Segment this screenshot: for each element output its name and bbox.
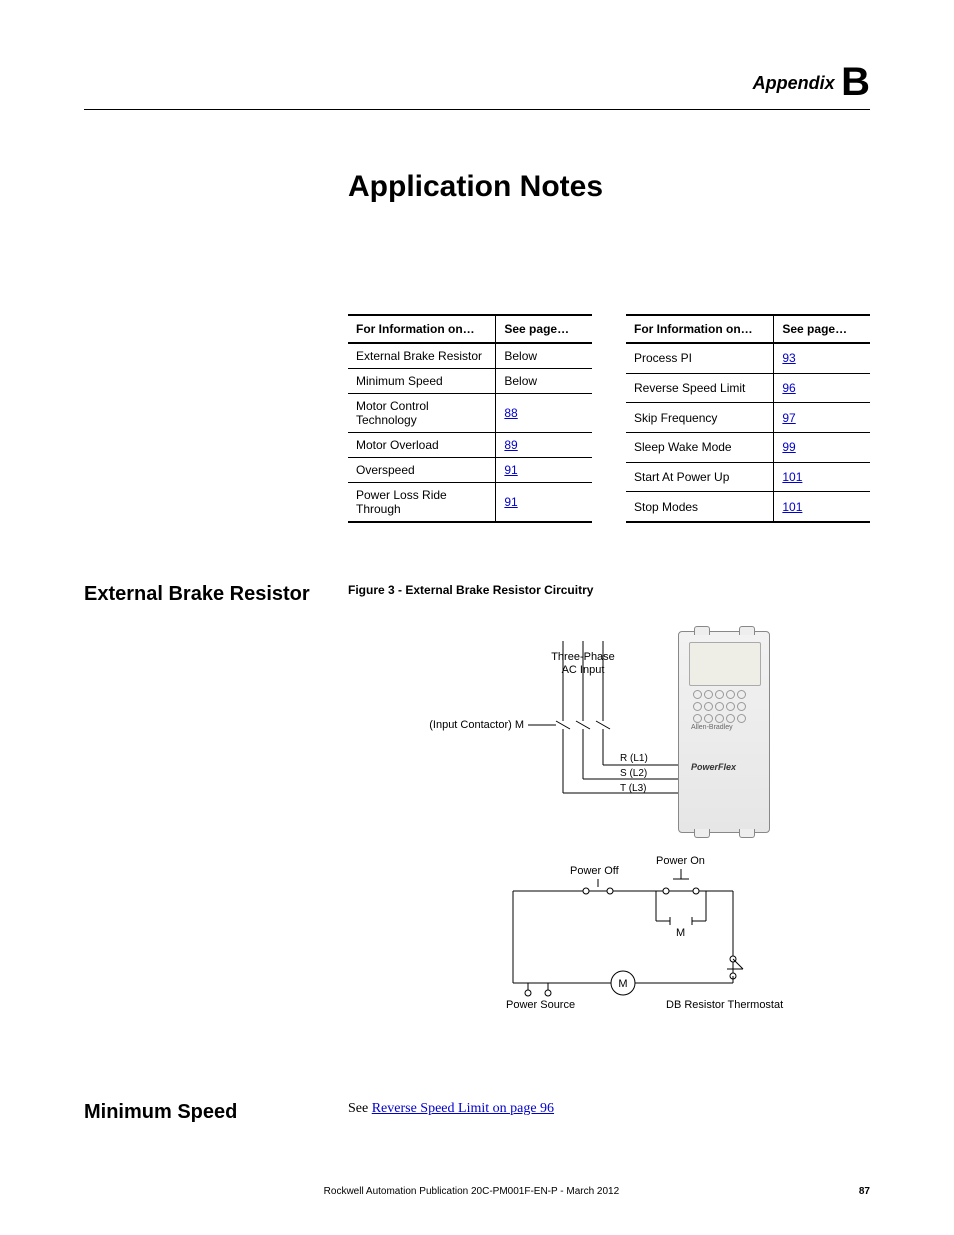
page-cell: Below	[496, 369, 592, 394]
page-cell: 89	[496, 433, 592, 458]
col-topic: For Information on…	[348, 315, 496, 343]
topic-cell: Start At Power Up	[626, 462, 774, 492]
table-row: Motor Control Technology 88	[348, 394, 592, 433]
page-cell: 101	[774, 462, 870, 492]
section-minimum-speed: Minimum Speed See Reverse Speed Limit on…	[84, 1101, 870, 1124]
page-cell: 88	[496, 394, 592, 433]
page-link[interactable]: 96	[782, 381, 795, 395]
figure-caption: Figure 3 - External Brake Resistor Circu…	[348, 583, 870, 597]
table-row: Process PI 93	[626, 343, 870, 373]
page-cell: 93	[774, 343, 870, 373]
power-source-label: Power Source	[506, 999, 575, 1012]
page-link[interactable]: 93	[782, 351, 795, 365]
topic-cell: Reverse Speed Limit	[626, 373, 774, 403]
page-cell: 101	[774, 492, 870, 522]
index-table-right: For Information on… See page… Process PI…	[626, 314, 870, 523]
topic-cell: Stop Modes	[626, 492, 774, 522]
appendix-header: Appendix B	[84, 60, 870, 110]
topic-cell: Motor Overload	[348, 433, 496, 458]
topic-cell: Sleep Wake Mode	[626, 432, 774, 462]
section-heading: Minimum Speed	[84, 1101, 348, 1124]
topic-cell: Skip Frequency	[626, 403, 774, 433]
section-body: See Reverse Speed Limit on page 96	[348, 1101, 870, 1117]
phase-t-label: T (L3)	[620, 783, 647, 794]
col-topic: For Information on…	[626, 315, 774, 343]
contactor-label: (Input Contactor) M	[418, 719, 524, 732]
m-aux-label: M	[676, 927, 685, 940]
topic-cell: External Brake Resistor	[348, 343, 496, 369]
topic-cell: Process PI	[626, 343, 774, 373]
index-tables: For Information on… See page… External B…	[348, 314, 870, 523]
table-row: Skip Frequency 97	[626, 403, 870, 433]
page-cell: 91	[496, 458, 592, 483]
section-heading: External Brake Resistor	[84, 583, 348, 606]
page-cell: 99	[774, 432, 870, 462]
page-link[interactable]: 97	[782, 411, 795, 425]
page-link[interactable]: 88	[504, 406, 517, 420]
three-phase-label: Three-PhaseAC Input	[538, 651, 628, 676]
phase-s-label: S (L2)	[620, 768, 647, 779]
topic-cell: Power Loss Ride Through	[348, 483, 496, 523]
reverse-speed-link[interactable]: Reverse Speed Limit on page 96	[372, 1101, 554, 1116]
page-link[interactable]: 101	[782, 500, 802, 514]
page-number: 87	[859, 1186, 870, 1197]
appendix-word: Appendix	[753, 73, 835, 93]
table-row: Sleep Wake Mode 99	[626, 432, 870, 462]
index-table-left: For Information on… See page… External B…	[348, 314, 592, 523]
power-on-label: Power On	[656, 855, 705, 868]
publication-id: Rockwell Automation Publication 20C-PM00…	[84, 1186, 859, 1197]
page-link[interactable]: 99	[782, 440, 795, 454]
page-cell: 91	[496, 483, 592, 523]
page-cell: 97	[774, 403, 870, 433]
col-page: See page…	[774, 315, 870, 343]
page-footer: Rockwell Automation Publication 20C-PM00…	[84, 1186, 870, 1197]
table-row: Power Loss Ride Through 91	[348, 483, 592, 523]
topic-cell: Overspeed	[348, 458, 496, 483]
table-row: External Brake ResistorBelow	[348, 343, 592, 369]
page-link[interactable]: 91	[504, 495, 517, 509]
phase-r-label: R (L1)	[620, 753, 648, 764]
page-link[interactable]: 101	[782, 470, 802, 484]
table-row: Motor Overload 89	[348, 433, 592, 458]
wiring-svg: M	[398, 621, 798, 1041]
topic-cell: Motor Control Technology	[348, 394, 496, 433]
section-external-brake: External Brake Resistor Figure 3 - Exter…	[84, 583, 870, 1041]
db-thermostat-label: DB Resistor Thermostat	[666, 999, 783, 1012]
table-row: Minimum SpeedBelow	[348, 369, 592, 394]
table-row: Stop Modes 101	[626, 492, 870, 522]
appendix-letter: B	[841, 60, 870, 104]
table-row: Overspeed 91	[348, 458, 592, 483]
table-row: Start At Power Up 101	[626, 462, 870, 492]
page-link[interactable]: 91	[504, 463, 517, 477]
body-prefix: See	[348, 1101, 372, 1116]
svg-text:M: M	[618, 978, 627, 990]
power-off-label: Power Off	[570, 865, 619, 878]
page-cell: 96	[774, 373, 870, 403]
topic-cell: Minimum Speed	[348, 369, 496, 394]
chapter-title: Application Notes	[348, 170, 870, 204]
table-row: Reverse Speed Limit 96	[626, 373, 870, 403]
page-link[interactable]: 89	[504, 438, 517, 452]
circuit-diagram: Allen-Bradley PowerFlex	[398, 621, 798, 1041]
page-cell: Below	[496, 343, 592, 369]
col-page: See page…	[496, 315, 592, 343]
